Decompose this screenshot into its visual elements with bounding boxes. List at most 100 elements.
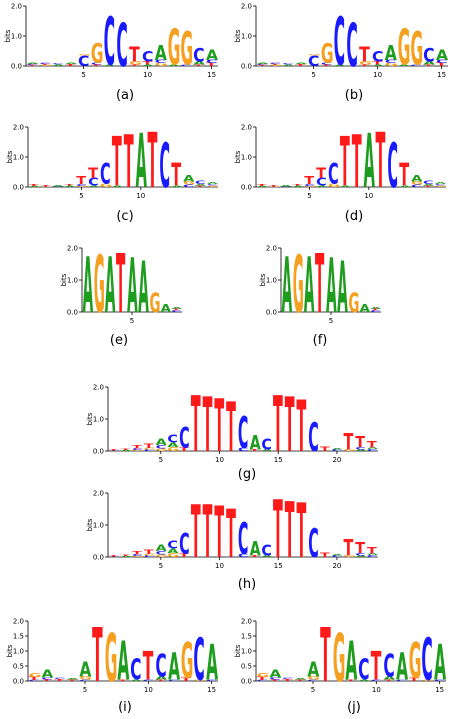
logo-letter-c: C [29, 680, 40, 681]
logo-letter-g: G [168, 19, 181, 77]
x-tick-label: 5 [311, 686, 315, 694]
logo-letter-t: T [179, 447, 190, 452]
caption-e: (e) [109, 333, 129, 348]
caption-c: (c) [116, 209, 134, 224]
logo-letter-t: T [191, 492, 201, 575]
y-tick-label: 0.0 [13, 678, 24, 686]
x-tick-label: 5 [130, 317, 134, 325]
logo-letter-a: A [136, 119, 147, 205]
logo-letter-a: A [168, 64, 181, 66]
logo-letter-g: G [156, 448, 168, 452]
logo-letter-g: G [343, 555, 355, 558]
logo-letter-g: G [359, 61, 372, 66]
logo-letter-g: G [40, 65, 53, 66]
logo-letter-c: C [423, 45, 434, 67]
logo-letter-a: A [364, 119, 375, 205]
logo-letter-a: A [83, 241, 94, 330]
logo-letter-g: G [144, 447, 156, 450]
logo-letter-a: A [167, 441, 179, 449]
y-tick-label: 2.0 [241, 3, 252, 11]
logo-letter-g: G [193, 679, 206, 681]
logo-letter-c: C [387, 129, 398, 202]
logo-letter-a: A [295, 63, 308, 64]
logo-letter-t: T [320, 612, 331, 699]
logo-letter-t: T [171, 157, 181, 193]
y-tick-label: 0.5 [241, 663, 252, 671]
logo-letter-c: C [168, 679, 179, 681]
logo-letter-g: G [181, 632, 194, 690]
logo-letter-a: A [105, 241, 116, 330]
logo-letter-c: C [346, 13, 357, 81]
logo-letter-t: T [371, 644, 382, 690]
logo-letter-g: G [348, 288, 359, 318]
logo-letter-t: T [297, 488, 307, 575]
y-tick-label: 0.0 [13, 184, 24, 192]
logo-letter-t: T [423, 185, 434, 187]
logo-letter-c: C [238, 447, 249, 452]
y-tick-label: 1.0 [13, 154, 24, 162]
logo-letter-c: C [156, 445, 167, 450]
logo-letter-t: T [132, 445, 143, 450]
logo-letter-a: A [112, 185, 123, 187]
logo-letter-c: C [132, 554, 143, 557]
logo-letter-t: T [371, 309, 381, 311]
y-axis-title: bits [234, 644, 242, 657]
caption-j: (j) [347, 700, 361, 715]
y-tick-label: 2.0 [266, 245, 277, 253]
logo-letter-t: T [155, 679, 166, 681]
logo-letter-t: T [144, 548, 154, 556]
logo-letter-a: A [250, 432, 262, 455]
logo-letter-c: C [167, 539, 178, 552]
logo-letter-c: C [179, 529, 190, 562]
logo-letter-a: A [250, 538, 262, 561]
logo-letter-g: G [91, 40, 104, 71]
y-axis-title: bits [259, 273, 267, 286]
logo-letter-t: T [297, 386, 307, 468]
logo-letter-c: C [308, 414, 319, 461]
x-tick-label: 5 [83, 686, 87, 694]
x-tick-label: 10 [364, 192, 373, 200]
logo-letter-a: A [282, 64, 295, 66]
logo-letter-a: A [155, 676, 167, 681]
logo-letter-a: A [399, 185, 410, 187]
logo-letter-c: C [27, 64, 38, 65]
logo-letter-a: A [127, 242, 138, 330]
logo-letter-c: C [282, 678, 293, 679]
logo-letter-c: C [332, 449, 343, 452]
logo-letter-a: A [261, 449, 272, 452]
logo-letter-a: A [117, 631, 129, 693]
logo-letter-a: A [261, 555, 272, 558]
y-tick-label: 2.0 [93, 490, 104, 498]
logo-letter-g: G [167, 446, 179, 452]
logo-letter-c: C [88, 176, 99, 188]
logo-letter-g: G [328, 183, 340, 188]
logo-letter-a: A [167, 547, 179, 555]
caption-b: (b) [344, 88, 364, 103]
caption-h: (h) [237, 577, 257, 592]
logo-letter-t: T [295, 64, 306, 67]
logo-letter-c: C [78, 53, 89, 70]
logo-letter-c: C [144, 449, 155, 452]
logo-letter-t: T [193, 64, 204, 66]
y-tick-label: 1.0 [11, 33, 22, 41]
logo-letter-a: A [88, 185, 99, 187]
y-tick-label: 2.0 [11, 3, 22, 11]
logo-letter-t: T [304, 174, 314, 186]
logo-letter-c: C [385, 59, 396, 64]
logo-letter-c: C [321, 62, 332, 65]
logo-letter-c: C [207, 184, 218, 186]
logo-letter-t: T [67, 679, 78, 681]
x-tick-label: 15 [274, 562, 283, 570]
logo-letter-t: T [109, 449, 119, 450]
logo-letter-g: G [105, 622, 118, 698]
logo-letter-c: C [261, 435, 272, 454]
y-axis-title: bits [60, 273, 68, 286]
logo-letter-a: A [434, 634, 446, 692]
y-tick-label: 2.0 [67, 245, 78, 253]
y-tick-label: 0.0 [241, 678, 252, 686]
logo-letter-c: C [435, 184, 446, 186]
logo-letter-a: A [280, 185, 291, 186]
logo-letter-c: C [91, 62, 102, 65]
